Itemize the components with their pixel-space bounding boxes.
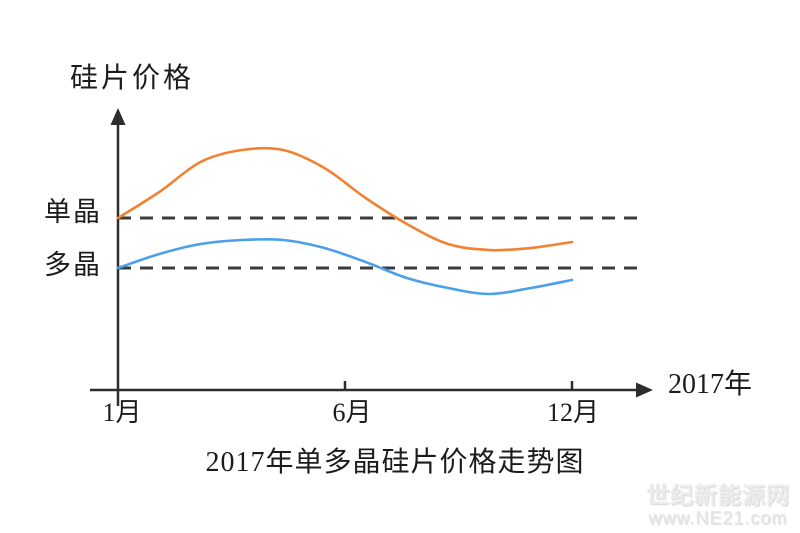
x-tick-label-jun: 6月 [332,398,372,427]
y-axis-arrowhead [110,108,126,125]
watermark-site-name: 世纪新能源网 [646,482,790,508]
x-tick-label-dec: 12月 [546,398,599,427]
chart-title: 2017年单多晶硅片价格走势图 [205,447,585,478]
x-axis-arrowhead [636,382,653,398]
y-axis-title: 硅片价格 [70,63,195,94]
watermark-url: www.NE21.com [648,508,788,528]
x-axis-title: 2017年 [668,369,753,400]
x-tick-label-jan: 1月 [102,398,142,427]
watermark: 世纪新能源网 www.NE21.com [646,476,790,529]
multi-series-line [116,237,574,296]
mono-series-line [116,146,574,252]
multi-reference-label: 多晶 [44,250,102,280]
mono-reference-label: 单晶 [44,197,102,227]
